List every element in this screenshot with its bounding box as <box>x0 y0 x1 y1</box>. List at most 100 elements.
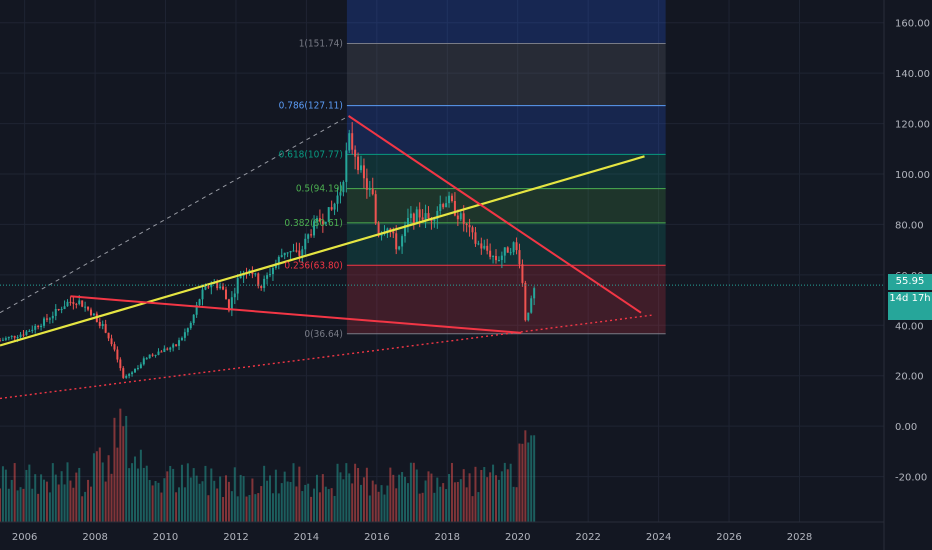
candle-body <box>368 189 371 191</box>
volume-bars <box>0 408 536 522</box>
volume-bar <box>213 480 216 522</box>
candle-body <box>477 243 480 245</box>
candle-body <box>313 221 316 236</box>
candle-body <box>186 328 189 333</box>
volume-bar <box>313 488 316 522</box>
candle-body <box>257 273 260 287</box>
price-tick-label: 100.00 <box>895 170 930 181</box>
fib-level-label: 0.382(80.61) <box>284 218 343 229</box>
volume-bar <box>354 463 357 522</box>
candle-body <box>280 255 283 257</box>
volume-bar <box>477 492 480 522</box>
volume-bar <box>277 493 280 522</box>
time-axis[interactable]: 2006 2008 2010 2012 2014 2016 2018 2020 2022 2024… <box>0 521 884 543</box>
volume-bar <box>462 469 465 522</box>
volume-bar <box>395 488 398 522</box>
volume-bar <box>22 488 25 522</box>
volume-bar <box>251 478 254 522</box>
volume-bar <box>157 482 160 522</box>
candle-body <box>260 286 263 288</box>
volume-bar <box>180 464 183 522</box>
volume-bar <box>409 462 412 522</box>
volume-bar <box>430 473 433 522</box>
volume-bar <box>257 493 260 522</box>
candle-body <box>116 349 119 360</box>
volume-bar <box>224 475 227 522</box>
volume-bar <box>348 473 351 522</box>
candle-body <box>330 207 333 210</box>
volume-bar <box>527 442 530 522</box>
candle-body <box>392 231 395 234</box>
candle-body <box>254 273 257 275</box>
volume-bar <box>104 481 107 522</box>
candle-body <box>101 324 104 327</box>
volume-bar <box>474 466 477 522</box>
candle-body <box>406 217 409 226</box>
volume-bar <box>524 430 527 522</box>
candle-body <box>315 218 318 222</box>
candle-body <box>527 312 530 321</box>
candle-body <box>471 227 474 233</box>
volume-bar <box>359 484 362 522</box>
volume-bar <box>471 496 474 522</box>
volume-bar <box>183 487 186 522</box>
volume-bar <box>222 496 225 522</box>
volume-bar <box>260 486 263 522</box>
candle-body <box>145 358 148 360</box>
volume-bar <box>113 417 116 522</box>
volume-bar <box>351 483 354 522</box>
volume-bar <box>198 483 201 522</box>
candle-body <box>45 318 48 320</box>
candle-body <box>16 337 19 339</box>
volume-bar <box>175 492 178 522</box>
candle-body <box>10 335 13 337</box>
candle-body <box>0 340 1 342</box>
candle-body <box>327 207 330 222</box>
candle-body <box>345 150 348 182</box>
volume-bar <box>63 484 66 522</box>
volume-bar <box>216 488 219 522</box>
candle-body <box>515 242 518 251</box>
candle-body <box>60 309 63 311</box>
candle-body <box>204 286 207 290</box>
volume-bar <box>301 491 304 522</box>
volume-bar <box>151 485 154 522</box>
candle-body <box>289 251 292 253</box>
volume-bar <box>57 484 60 522</box>
candle-body <box>131 372 134 375</box>
volume-bar <box>439 486 442 522</box>
price-tick-label: 0.00 <box>895 422 917 433</box>
candle-body <box>128 374 131 376</box>
price-tick-label: 80.00 <box>895 220 924 231</box>
time-tick-label: 2028 <box>787 532 812 543</box>
candle-body <box>87 306 90 310</box>
candle-body <box>301 249 304 256</box>
candle-body <box>427 213 430 219</box>
time-tick-label: 2026 <box>716 532 741 543</box>
volume-bar <box>453 482 456 522</box>
fibonacci-retracement[interactable] <box>346 0 666 335</box>
volume-bar <box>254 494 257 522</box>
candle-body <box>468 225 471 228</box>
candle-body <box>318 218 321 222</box>
volume-bar <box>333 495 336 522</box>
candle-body <box>210 283 213 288</box>
volume-bar <box>54 474 57 522</box>
volume-bar <box>136 468 139 522</box>
volume-bar <box>357 467 360 522</box>
volume-bar <box>131 463 134 522</box>
time-tick-label: 2008 <box>82 532 107 543</box>
volume-bar <box>84 491 87 522</box>
candle-body <box>51 315 54 319</box>
volume-bar <box>456 481 459 522</box>
candle-body <box>189 322 192 329</box>
candle-body <box>433 219 436 222</box>
trendlines[interactable] <box>0 115 884 400</box>
fibonacci-labels: 1(151.74) 0.786(127.11) 0.618(107.77) 0.5(9… <box>279 39 343 340</box>
candle-body <box>336 195 339 204</box>
volume-bar <box>433 492 436 522</box>
candle-body <box>78 300 81 304</box>
volume-bar <box>368 495 371 522</box>
volume-bar <box>339 472 342 522</box>
